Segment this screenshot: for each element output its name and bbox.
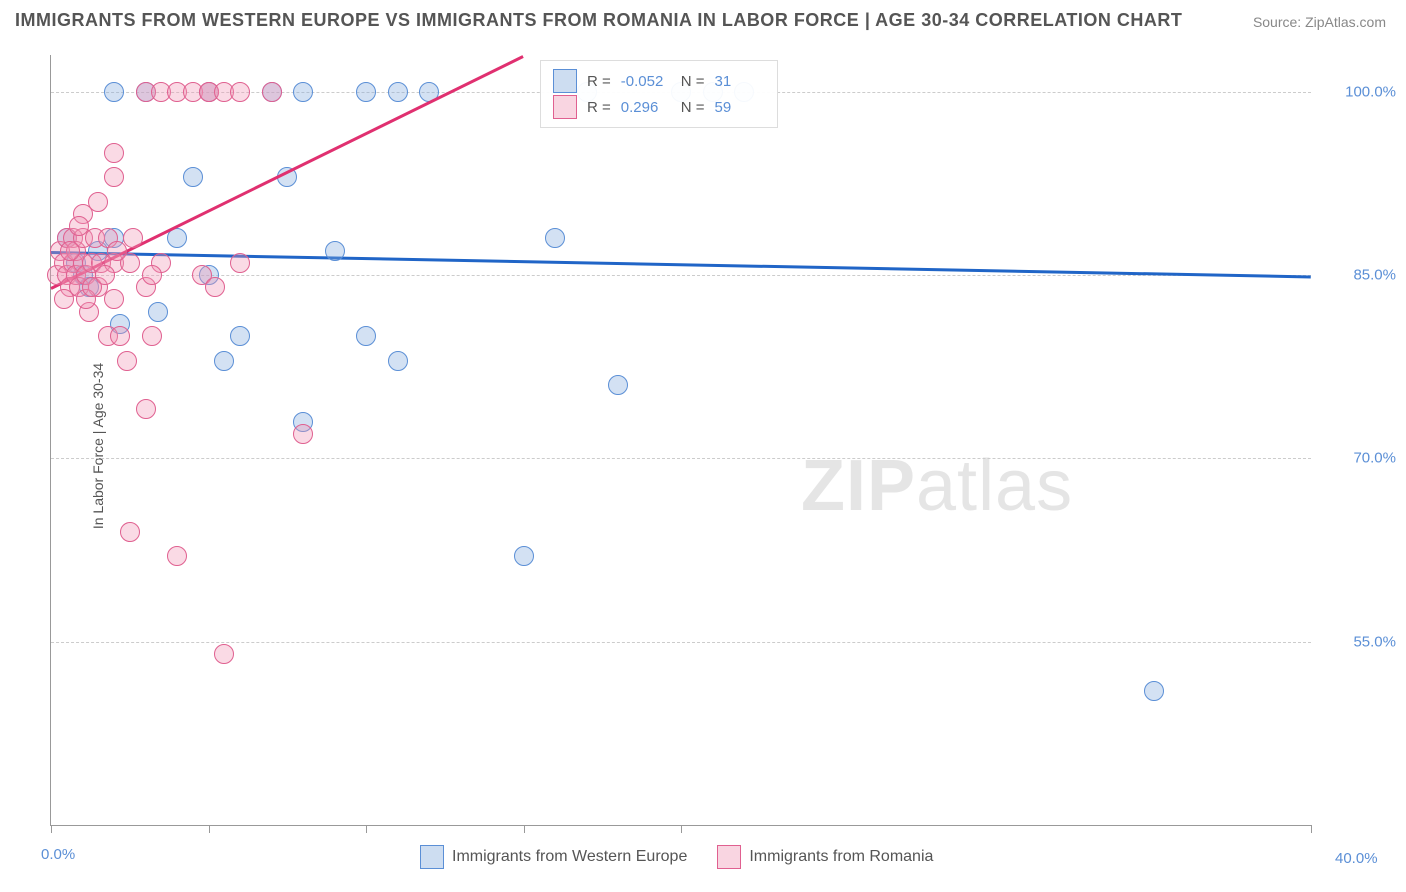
scatter-point (120, 522, 140, 542)
scatter-point (388, 351, 408, 371)
scatter-point (356, 326, 376, 346)
scatter-point (104, 167, 124, 187)
r-value-2: 0.296 (621, 99, 671, 116)
scatter-point (230, 253, 250, 273)
swatch-blue-icon (553, 69, 577, 93)
legend-item-2: Immigrants from Romania (717, 845, 933, 869)
scatter-point (110, 326, 130, 346)
scatter-point (230, 82, 250, 102)
x-axis-tick (524, 825, 525, 833)
swatch-pink-icon (553, 95, 577, 119)
scatter-point (214, 351, 234, 371)
n-label: N = (681, 73, 705, 90)
source-label: Source: (1253, 14, 1305, 30)
x-axis-tick (209, 825, 210, 833)
legend: Immigrants from Western Europe Immigrant… (420, 845, 933, 869)
scatter-point (545, 228, 565, 248)
n-label-2: N = (681, 99, 705, 116)
y-axis-tick-label: 70.0% (1353, 450, 1396, 467)
chart-title: IMMIGRANTS FROM WESTERN EUROPE VS IMMIGR… (15, 10, 1182, 31)
scatter-point (88, 192, 108, 212)
scatter-point (104, 143, 124, 163)
stats-row-series2: R = 0.296 N = 59 (553, 95, 765, 119)
scatter-point (608, 375, 628, 395)
scatter-point (117, 351, 137, 371)
y-axis-tick-label: 100.0% (1345, 83, 1396, 100)
legend-label-1: Immigrants from Western Europe (452, 848, 687, 866)
scatter-point (142, 265, 162, 285)
grid-line (51, 458, 1311, 459)
x-axis-tick (1311, 825, 1312, 833)
x-axis-tick (681, 825, 682, 833)
grid-line (51, 642, 1311, 643)
scatter-point (69, 216, 89, 236)
r-label-2: R = (587, 99, 611, 116)
scatter-point (325, 241, 345, 261)
scatter-point (388, 82, 408, 102)
scatter-point (230, 326, 250, 346)
scatter-point (167, 546, 187, 566)
grid-line (51, 275, 1311, 276)
scatter-point (514, 546, 534, 566)
stats-row-series1: R = -0.052 N = 31 (553, 69, 765, 93)
scatter-point (104, 289, 124, 309)
scatter-point (1144, 681, 1164, 701)
scatter-point (54, 289, 74, 309)
source-attribution: Source: ZipAtlas.com (1253, 14, 1386, 30)
scatter-point (183, 167, 203, 187)
legend-swatch-blue-icon (420, 845, 444, 869)
scatter-point (262, 82, 282, 102)
legend-item-1: Immigrants from Western Europe (420, 845, 687, 869)
x-axis-max-label: 40.0% (1335, 850, 1378, 867)
legend-swatch-pink-icon (717, 845, 741, 869)
scatter-point (214, 644, 234, 664)
scatter-point (136, 399, 156, 419)
n-value-1: 31 (715, 73, 765, 90)
x-axis-tick (366, 825, 367, 833)
scatter-point (205, 277, 225, 297)
source-name: ZipAtlas.com (1305, 14, 1386, 30)
scatter-point (60, 241, 80, 261)
scatter-point (293, 82, 313, 102)
r-label: R = (587, 73, 611, 90)
scatter-point (95, 265, 115, 285)
scatter-point (142, 326, 162, 346)
correlation-stats-box: R = -0.052 N = 31 R = 0.296 N = 59 (540, 60, 778, 128)
scatter-plot-area: ZIPatlas 0.0% 55.0%70.0%85.0%100.0% (50, 55, 1311, 826)
scatter-point (148, 302, 168, 322)
y-axis-tick-label: 85.0% (1353, 267, 1396, 284)
scatter-point (293, 424, 313, 444)
legend-label-2: Immigrants from Romania (749, 848, 933, 866)
n-value-2: 59 (715, 99, 765, 116)
r-value-1: -0.052 (621, 73, 671, 90)
x-axis-tick (51, 825, 52, 833)
y-axis-tick-label: 55.0% (1353, 633, 1396, 650)
x-axis-min-label: 0.0% (41, 846, 75, 863)
scatter-point (123, 228, 143, 248)
watermark: ZIPatlas (801, 445, 1073, 527)
scatter-point (104, 82, 124, 102)
scatter-point (356, 82, 376, 102)
